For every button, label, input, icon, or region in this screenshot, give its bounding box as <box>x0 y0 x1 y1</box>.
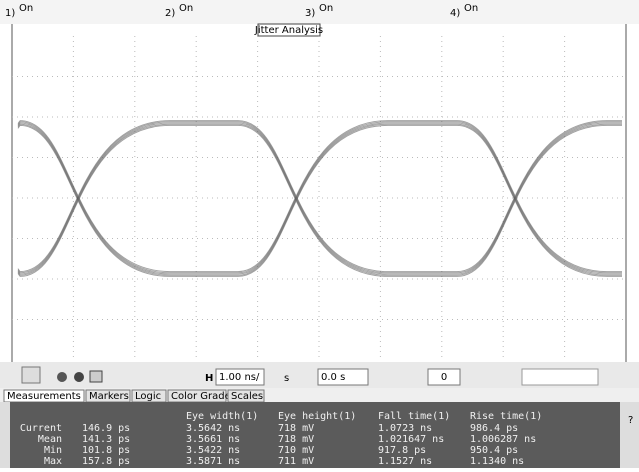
input-field[interactable] <box>522 369 598 385</box>
row-label: Mean <box>38 434 62 445</box>
channel-label: 4) <box>450 8 460 19</box>
tab-label: Logic <box>135 391 161 402</box>
h-label: H <box>205 373 213 384</box>
channel-state: On <box>319 3 333 14</box>
scope-window: Jitter Analysis H 1.00 ns/ s 0.0 s 0 Mea… <box>0 0 639 468</box>
button[interactable] <box>90 371 102 382</box>
button[interactable] <box>22 367 40 383</box>
cell: 718 mV <box>278 434 314 445</box>
cell: 146.9 ps <box>82 423 130 434</box>
overlay-label: Jitter Analysis <box>254 25 323 36</box>
tab-label: Scales <box>231 391 263 402</box>
cell: 3.5871 ns <box>186 456 240 467</box>
cell: 711 mV <box>278 456 314 467</box>
tab-label: Color Grade <box>171 391 231 402</box>
cell: 1.006287 ns <box>470 434 536 445</box>
column-header: Fall time(1) <box>378 411 450 422</box>
cell: 3.5642 ns <box>186 423 240 434</box>
column-header: Rise time(1) <box>470 411 542 422</box>
scope-screen: Jitter Analysis H 1.00 ns/ s 0.0 s 0 Mea… <box>0 0 639 468</box>
cell: 3.5422 ns <box>186 445 240 456</box>
column-header: Eye height(1) <box>278 411 356 422</box>
channel-label: 3) <box>305 8 315 19</box>
help-icon: ? <box>628 415 633 426</box>
button[interactable] <box>57 372 67 382</box>
cell: 950.4 ps <box>470 445 518 456</box>
timebase: 1.00 ns/ <box>219 372 260 383</box>
cell: 718 mV <box>278 423 314 434</box>
counter: 0 <box>441 372 447 383</box>
tab-label: Measurements <box>7 391 81 402</box>
row-label: Max <box>44 456 62 467</box>
unit: s <box>284 373 289 384</box>
channel-state: On <box>19 3 33 14</box>
cell: 1.1340 ns <box>470 456 524 467</box>
channel-state: On <box>179 3 193 14</box>
cell: 157.8 ps <box>82 456 130 467</box>
channel-state: On <box>464 3 478 14</box>
column-header: Eye width(1) <box>186 411 258 422</box>
row-label: Current <box>20 423 62 434</box>
cell: 1.1527 ns <box>378 456 432 467</box>
cell: 1.0723 ns <box>378 423 432 434</box>
cell: 986.4 ps <box>470 423 518 434</box>
position: 0.0 s <box>321 372 345 383</box>
button[interactable] <box>74 372 84 382</box>
channel-label: 1) <box>5 8 15 19</box>
cell: 1.021647 ns <box>378 434 444 445</box>
cell: 3.5661 ns <box>186 434 240 445</box>
tab-label: Markers <box>89 391 129 402</box>
cell: 101.8 ps <box>82 445 130 456</box>
cell: 917.8 ps <box>378 445 426 456</box>
channel-label: 2) <box>165 8 175 19</box>
cell: 141.3 ps <box>82 434 130 445</box>
cell: 710 mV <box>278 445 314 456</box>
row-label: Min <box>44 445 62 456</box>
